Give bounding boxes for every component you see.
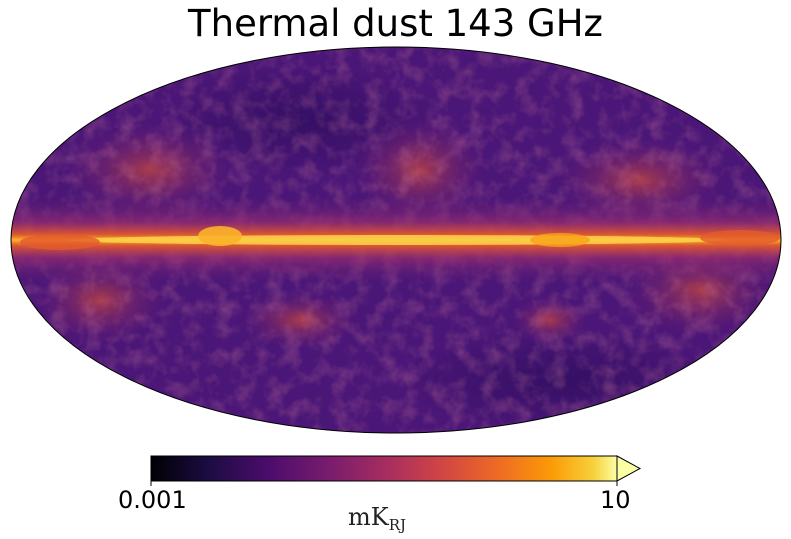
colorbar-min-label: 0.001 <box>118 486 187 514</box>
colorbar-max-label: 10 <box>600 486 631 514</box>
unit-subscript: RJ <box>388 516 406 534</box>
map-content <box>11 47 781 433</box>
colorbar-gradient <box>150 455 618 482</box>
colorbar-extend-arrow <box>616 455 642 482</box>
map-outline <box>10 46 782 434</box>
colorbar-unit: mKRJ <box>348 503 406 534</box>
map-title: Thermal dust 143 GHz <box>188 2 603 45</box>
unit-main: mK <box>348 503 389 531</box>
